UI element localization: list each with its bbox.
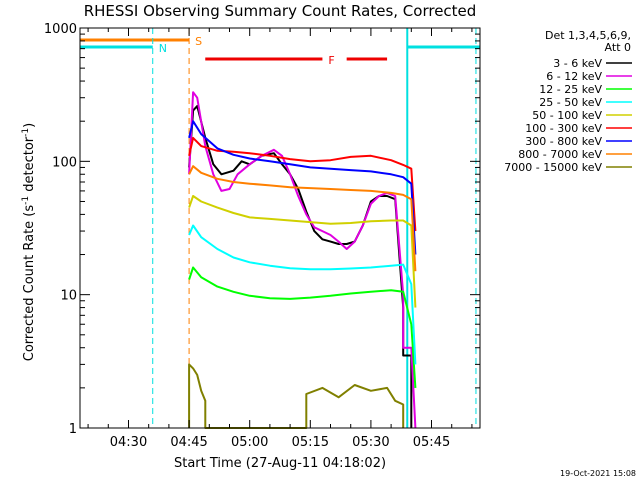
- legend-label: 800 - 7000 keV: [518, 148, 602, 161]
- series-line-800-7000kev: [188, 165, 417, 272]
- legend-label: 50 - 100 keV: [532, 109, 602, 122]
- legend-label: 12 - 25 keV: [539, 83, 602, 96]
- x-tick-label: 05:45: [413, 435, 450, 450]
- legend-label: 3 - 6 keV: [553, 57, 602, 70]
- time-markers: [152, 28, 477, 428]
- data-series: [188, 91, 417, 429]
- legend-header-line-2: Att 0: [605, 41, 631, 54]
- legend-header-line-1: Det 1,3,4,5,6,9,: [545, 29, 631, 42]
- series-line-12-25kev: [188, 266, 417, 388]
- legend-label: 25 - 50 keV: [539, 96, 602, 109]
- x-axis-label: Start Time (27-Aug-11 04:18:02): [174, 456, 386, 471]
- flag-label-f: F: [328, 54, 334, 67]
- plot-frame: [79, 27, 481, 429]
- flag-label-s: S: [195, 35, 202, 48]
- y-axis: 1 10 100 1000: [44, 22, 480, 437]
- legend-label: 6 - 12 keV: [546, 70, 602, 83]
- x-tick-label: 04:30: [110, 435, 147, 450]
- observing-flags: N S F: [80, 35, 480, 67]
- legend-label: 7000 - 15000 keV: [504, 161, 602, 174]
- x-tick-label: 05:30: [352, 435, 389, 450]
- x-axis: 04:30 04:45 05:00 05:15 05:30 05:45: [87, 28, 473, 450]
- x-tick-label: 04:45: [170, 435, 207, 450]
- x-tick-label: 05:00: [231, 435, 268, 450]
- series-line-100-300kev: [188, 136, 417, 232]
- chart-title: RHESSI Observing Summary Count Rates, Co…: [84, 2, 477, 20]
- series-line-7000-15000kev: [188, 363, 405, 429]
- y-tick-label: 100: [52, 155, 77, 170]
- series-line-25-50kev: [188, 224, 417, 365]
- legend-label: 300 - 800 keV: [525, 135, 602, 148]
- plot-clip-group: N S F: [80, 28, 480, 429]
- series-line-50-100kev: [188, 195, 417, 308]
- y-tick-label: 1000: [44, 22, 77, 37]
- y-tick-label: 1: [69, 422, 77, 437]
- series-line-6-12kev: [188, 91, 417, 429]
- y-tick-label: 10: [60, 289, 77, 304]
- x-tick-label: 05:15: [292, 435, 329, 450]
- legend-label: 100 - 300 keV: [525, 122, 602, 135]
- y-axis-label: Corrected Count Rate (s-1 detector-1): [21, 123, 37, 361]
- footer-timestamp: 19-Oct-2021 15:08: [560, 469, 636, 478]
- flag-label-n: N: [159, 42, 167, 55]
- series-line-300-800kev: [188, 120, 417, 255]
